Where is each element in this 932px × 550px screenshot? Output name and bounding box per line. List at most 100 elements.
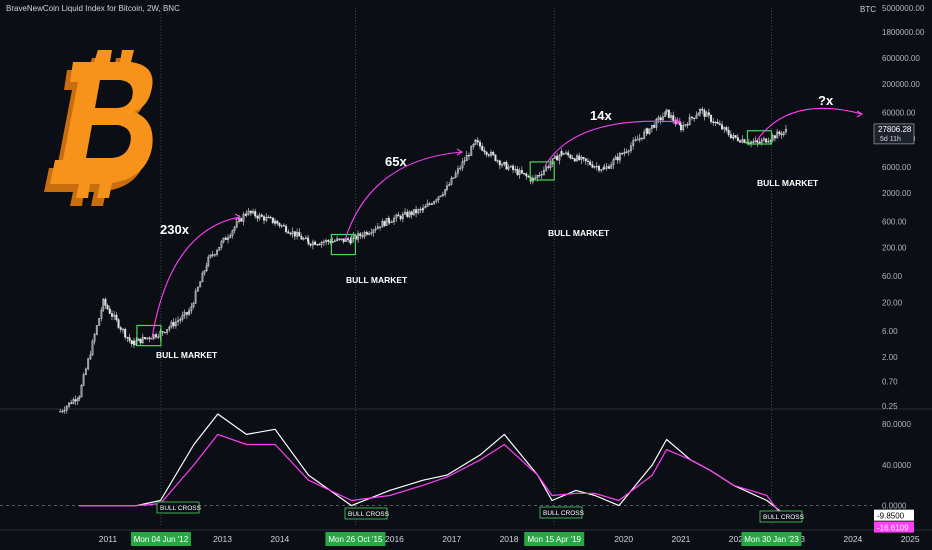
price-axis-label: 6.00 [882,327,898,336]
candle-body [547,166,550,168]
candle-body [93,334,96,342]
candle-body [467,155,470,157]
candle-body [534,177,537,179]
candle-body [137,338,140,342]
price-axis-label: 2.00 [882,353,898,362]
candle-body [573,158,576,162]
candle-body [320,242,323,245]
candle-body [84,368,87,375]
candle-body [89,354,92,360]
candle-body [260,214,263,217]
candle-body [229,235,232,238]
candle-body [580,157,583,160]
candle-body [474,139,477,141]
candle-body [121,329,124,331]
candle-body [452,177,455,179]
osc-magenta-tag [874,521,914,533]
candle-body [721,124,724,130]
candle-body [393,217,396,223]
candle-body [357,233,360,240]
candle-body [718,123,721,125]
x-axis-label: 2017 [442,534,461,544]
candle-body [383,221,386,226]
candle-body [163,331,166,334]
candle-body [516,169,519,175]
bull-cross-tag [539,506,583,519]
bull-cross-label: BULL CROSS [543,510,585,517]
candle-body [415,209,418,214]
candle-body [170,322,173,328]
bull-cross-tag [344,507,388,520]
candle-body [274,220,277,223]
candle-body [531,178,534,180]
currency-label: BTC [860,5,876,14]
candle-body [782,131,785,136]
bull-cross-tag [156,501,200,514]
candle-body [161,331,164,333]
candle-body [65,405,68,411]
candle-body [166,329,169,333]
last-price-value: 27806.28 [878,125,912,134]
candle-body [211,254,214,256]
candle-body [201,272,204,283]
candle-body [104,299,107,306]
candle-body [302,238,305,240]
candle-body [379,226,382,228]
candle-body [607,166,610,169]
candle-body [91,340,94,356]
candle-body [701,109,704,111]
candle-body [686,124,689,126]
candle-body [267,216,270,219]
candle-body [512,165,515,170]
candle-body [271,217,274,223]
candle-body [322,241,325,243]
price-axis-label: 5000000.00 [882,4,925,13]
x-axis-label: 2014 [270,534,289,544]
candle-body [397,214,400,217]
bull-market-label: BULL MARKET [346,275,408,285]
candle-body [399,215,402,220]
price-axis-label: 2000.00 [882,189,911,198]
candle-body [743,139,746,143]
candle-body [762,138,765,141]
price-axis-label: 1800000.00 [882,28,925,37]
candle-body [435,199,438,202]
x-axis-label: 2024 [843,534,862,544]
oscillator-pane [79,413,787,523]
candle-body [144,337,147,339]
candle-body [349,239,352,244]
candle-body [634,139,637,141]
candle-body [293,231,296,237]
candle-body [758,142,761,144]
candle-body [503,162,506,164]
candle-body [276,220,279,224]
x-axis-label: 2025 [901,534,920,544]
candle-body [614,156,617,161]
candle-body [333,240,336,242]
candle-body [390,221,393,223]
chart-labels: 5000000.00 1800000.00 600000.00 200000.00 60… [99,4,925,546]
multiplier-label: 65x [385,154,407,169]
candle-body [412,209,415,215]
candle-body [287,231,290,234]
candle-body [338,238,341,240]
candle-body [150,338,153,340]
candle-body [296,231,299,237]
candle-body [233,226,236,231]
candle-body [258,214,261,219]
candle-body [336,238,339,242]
candle-body [496,160,499,162]
grid [0,8,932,531]
candle-body [578,155,581,160]
candle-body [152,334,155,339]
candle-body [227,237,230,240]
candle-body [87,358,90,370]
candle-body [688,116,691,126]
candle-body [67,402,70,407]
candle-body [218,247,221,251]
price-axis-label: 60.00 [882,272,903,281]
candle-body [463,160,466,163]
candle-body [278,223,281,226]
bull-market-box [746,130,773,145]
